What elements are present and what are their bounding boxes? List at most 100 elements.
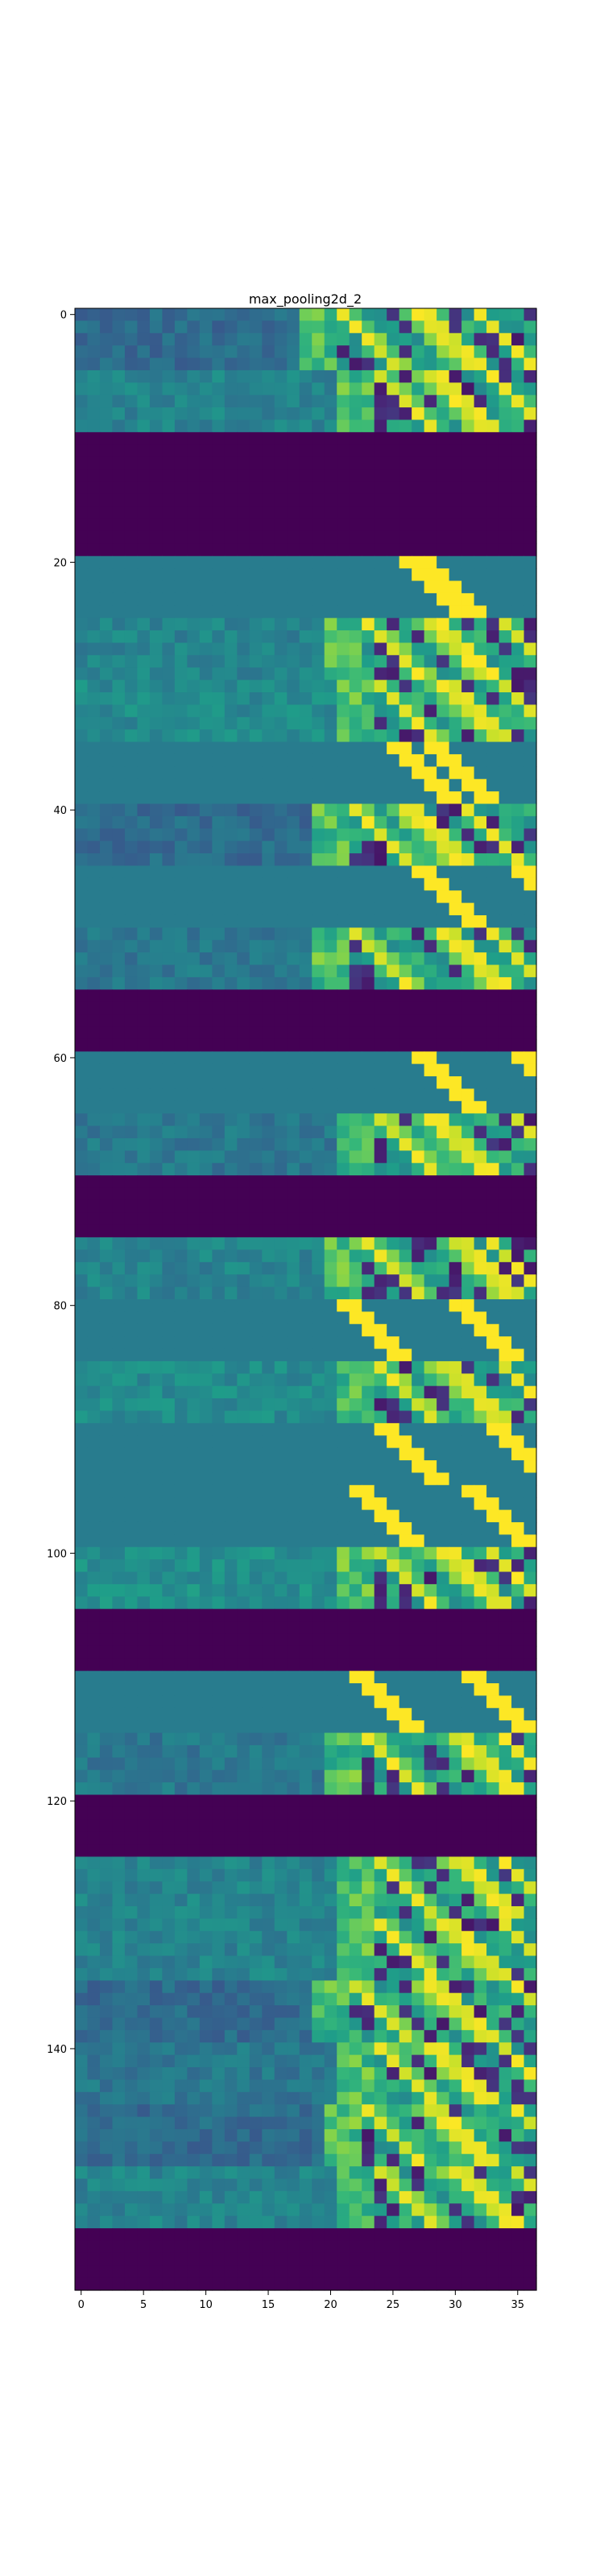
heatmap-cell — [287, 543, 300, 557]
heatmap-cell — [99, 543, 114, 557]
heatmap-cell — [187, 1943, 201, 1957]
heatmap-cell — [486, 1596, 500, 1610]
heatmap-cell — [299, 828, 312, 842]
heatmap-cell — [162, 914, 176, 928]
heatmap-cell — [374, 729, 387, 743]
heatmap-cells — [75, 308, 537, 2291]
heatmap-cell — [149, 1422, 163, 1436]
heatmap-cell — [374, 419, 387, 433]
heatmap-cell — [324, 1051, 337, 1065]
heatmap-cell — [162, 555, 176, 569]
heatmap-cell — [362, 1460, 375, 1474]
heatmap-cell — [75, 617, 89, 631]
heatmap-cell — [187, 1435, 201, 1449]
heatmap-cell — [112, 692, 126, 705]
heatmap-cell — [324, 778, 337, 792]
heatmap-cell — [137, 469, 151, 483]
heatmap-cell — [274, 1398, 288, 1412]
heatmap-cell — [187, 1534, 201, 1548]
heatmap-cell — [99, 382, 114, 396]
heatmap-cell — [137, 1732, 151, 1746]
heatmap-cell — [249, 481, 263, 495]
heatmap-cell — [312, 456, 325, 470]
heatmap-cell — [212, 1844, 226, 1858]
heatmap-cell — [99, 1076, 114, 1090]
heatmap-cell — [474, 803, 487, 817]
heatmap-cell — [112, 1732, 126, 1746]
heatmap-cell — [99, 1757, 114, 1771]
heatmap-cell — [312, 1967, 325, 1981]
heatmap-cell — [486, 1125, 500, 1139]
heatmap-cell — [337, 1001, 350, 1015]
heatmap-cell — [112, 1299, 126, 1312]
heatmap-cell — [237, 1868, 250, 1882]
heatmap-cell — [162, 716, 176, 730]
heatmap-cell — [212, 1633, 226, 1647]
heatmap-cell — [362, 1286, 375, 1300]
heatmap-cell — [224, 1559, 238, 1573]
heatmap-cell — [274, 1509, 288, 1523]
heatmap-cell — [337, 1398, 350, 1412]
heatmap-cell — [524, 1460, 537, 1474]
heatmap-cell — [324, 989, 337, 1003]
heatmap-cell — [187, 394, 201, 408]
heatmap-cell — [349, 1113, 362, 1127]
heatmap-cell — [312, 692, 325, 705]
heatmap-cell — [199, 890, 213, 904]
heatmap-cell — [199, 1806, 213, 1820]
heatmap-cell — [362, 803, 375, 817]
heatmap-cell — [499, 1521, 512, 1535]
heatmap-cell — [87, 1608, 101, 1622]
heatmap-cell — [424, 1670, 437, 1684]
heatmap-cell — [412, 1633, 425, 1647]
heatmap-cell — [174, 1125, 188, 1139]
heatmap-cell — [174, 1583, 188, 1597]
heatmap-cell — [137, 1769, 151, 1783]
heatmap-cell — [337, 753, 350, 767]
heatmap-cell — [474, 1150, 487, 1164]
heatmap-cell — [112, 1670, 126, 1684]
heatmap-cell — [486, 369, 500, 383]
heatmap-cell — [362, 927, 375, 941]
heatmap-cell — [162, 1113, 176, 1127]
heatmap-cell — [199, 1063, 213, 1077]
heatmap-cell — [124, 1670, 139, 1684]
heatmap-cell — [249, 1274, 263, 1288]
heatmap-cell — [262, 469, 275, 483]
heatmap-cell — [337, 1162, 350, 1176]
heatmap-cell — [337, 1435, 350, 1449]
heatmap-cell — [162, 1844, 176, 1858]
heatmap-cell — [287, 939, 300, 953]
heatmap-cell — [349, 1831, 362, 1845]
heatmap-cell — [262, 853, 275, 867]
heatmap-cell — [399, 1175, 412, 1189]
heatmap-cell — [75, 431, 89, 445]
heatmap-cell — [187, 469, 201, 483]
heatmap-cell — [137, 1088, 151, 1102]
heatmap-cell — [324, 1199, 337, 1213]
heatmap-cell — [486, 1769, 500, 1783]
heatmap-cell — [237, 1534, 250, 1548]
heatmap-cell — [262, 1175, 275, 1189]
heatmap-cell — [324, 1559, 337, 1573]
heatmap-cell — [249, 1596, 263, 1610]
heatmap-cell — [75, 840, 89, 854]
heatmap-cell — [99, 506, 114, 520]
heatmap-cell — [424, 1447, 437, 1461]
heatmap-cell — [174, 308, 188, 321]
heatmap-cell — [387, 1918, 400, 1932]
heatmap-cell — [174, 778, 188, 792]
heatmap-cell — [162, 1720, 176, 1734]
heatmap-cell — [274, 1286, 288, 1300]
heatmap-cell — [274, 630, 288, 644]
heatmap-cell — [324, 568, 337, 582]
heatmap-cell — [499, 1212, 512, 1226]
heatmap-cell — [424, 382, 437, 396]
heatmap-cell — [237, 1583, 250, 1597]
heatmap-cell — [324, 939, 337, 953]
heatmap-cell — [412, 617, 425, 631]
heatmap-cell — [437, 964, 450, 978]
heatmap-cell — [424, 431, 437, 445]
heatmap-cell — [224, 493, 238, 507]
heatmap-cell — [499, 902, 512, 916]
